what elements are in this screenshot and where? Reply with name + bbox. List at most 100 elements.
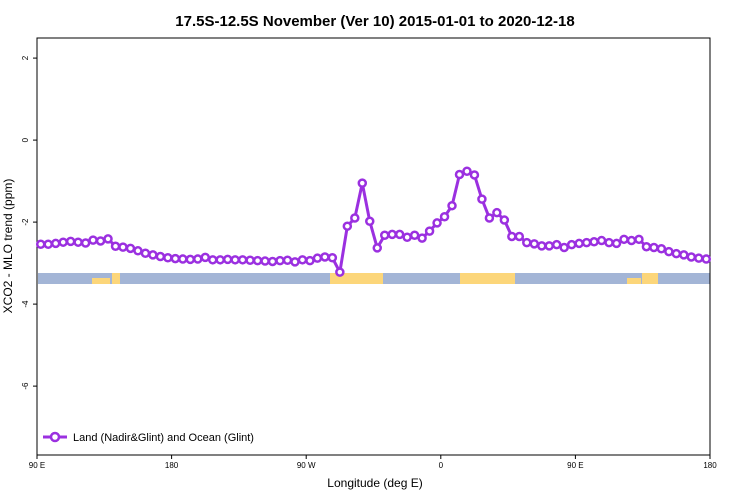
point bbox=[245, 255, 255, 265]
point bbox=[365, 216, 375, 227]
y-tick-label: 0 bbox=[21, 137, 30, 142]
point bbox=[626, 235, 637, 246]
point bbox=[43, 239, 53, 249]
point bbox=[267, 256, 278, 267]
point bbox=[604, 237, 614, 248]
point bbox=[372, 243, 382, 253]
point bbox=[200, 252, 210, 263]
point bbox=[402, 232, 412, 243]
point bbox=[320, 252, 330, 262]
point bbox=[237, 255, 248, 265]
point bbox=[664, 246, 674, 257]
point bbox=[125, 243, 136, 254]
point bbox=[477, 194, 487, 204]
point bbox=[529, 239, 540, 249]
point bbox=[409, 230, 420, 240]
point bbox=[230, 255, 240, 265]
point bbox=[252, 255, 263, 266]
point bbox=[342, 221, 353, 231]
point bbox=[282, 255, 293, 265]
point bbox=[118, 242, 128, 252]
land-ocean-strip bbox=[38, 273, 710, 284]
point bbox=[290, 257, 300, 267]
x-tick-label: 90 E bbox=[567, 461, 583, 470]
point bbox=[387, 229, 397, 240]
point bbox=[110, 241, 121, 252]
y-tick-label: -2 bbox=[21, 218, 30, 226]
point bbox=[559, 242, 569, 253]
point bbox=[439, 212, 450, 222]
point bbox=[634, 234, 644, 245]
x-axis-label: Longitude (deg E) bbox=[327, 476, 422, 490]
point bbox=[80, 238, 91, 248]
point bbox=[379, 230, 390, 240]
point bbox=[499, 215, 510, 225]
point bbox=[589, 237, 599, 247]
point bbox=[462, 166, 472, 177]
point bbox=[222, 254, 233, 265]
point bbox=[432, 218, 442, 228]
chart-title: 17.5S-12.5S November (Ver 10) 2015-01-01… bbox=[175, 13, 574, 30]
x-tick-label: 180 bbox=[165, 461, 179, 470]
point bbox=[537, 241, 547, 251]
point bbox=[484, 213, 495, 223]
point bbox=[447, 200, 457, 211]
point bbox=[686, 252, 697, 262]
point bbox=[574, 238, 584, 249]
x-tick-label: 90 W bbox=[297, 461, 316, 470]
point bbox=[305, 255, 315, 266]
point bbox=[522, 237, 532, 248]
point bbox=[148, 250, 158, 260]
legend-label: Land (Nadir&Glint) and Ocean (Glint) bbox=[73, 432, 254, 444]
point bbox=[514, 231, 525, 242]
point bbox=[492, 207, 502, 218]
point bbox=[454, 169, 465, 180]
point bbox=[155, 251, 166, 262]
point bbox=[619, 234, 629, 245]
legend-marker bbox=[49, 431, 61, 443]
point bbox=[73, 237, 83, 247]
point bbox=[596, 235, 607, 246]
point bbox=[566, 239, 577, 250]
point bbox=[641, 241, 652, 252]
point bbox=[275, 255, 285, 266]
point bbox=[312, 253, 323, 263]
point bbox=[581, 237, 592, 248]
point bbox=[297, 255, 308, 265]
x-tick-label: 90 E bbox=[29, 461, 45, 470]
point bbox=[424, 226, 435, 236]
point bbox=[103, 234, 113, 244]
point bbox=[551, 239, 562, 250]
point bbox=[469, 170, 480, 180]
point bbox=[170, 253, 181, 264]
point bbox=[95, 236, 106, 246]
point bbox=[185, 254, 196, 265]
point bbox=[207, 255, 218, 265]
point bbox=[140, 248, 151, 259]
point bbox=[679, 250, 689, 260]
point bbox=[58, 237, 68, 247]
point bbox=[694, 253, 704, 263]
x-tick-label: 0 bbox=[439, 461, 444, 470]
point bbox=[178, 254, 188, 264]
y-tick-label: 2 bbox=[21, 55, 30, 60]
point bbox=[327, 253, 338, 263]
point bbox=[335, 267, 345, 277]
point bbox=[611, 238, 622, 249]
point bbox=[133, 246, 143, 256]
point bbox=[417, 233, 427, 243]
point bbox=[260, 256, 270, 266]
point bbox=[88, 235, 98, 245]
point bbox=[50, 238, 61, 249]
point bbox=[701, 254, 712, 264]
point bbox=[357, 178, 368, 188]
point bbox=[671, 248, 682, 259]
point bbox=[656, 244, 667, 254]
point bbox=[394, 229, 405, 240]
y-axis-label: XCO2 - MLO trend (ppm) bbox=[1, 179, 15, 314]
point bbox=[163, 253, 173, 263]
point bbox=[649, 242, 659, 253]
point bbox=[65, 236, 76, 247]
point bbox=[35, 239, 46, 249]
